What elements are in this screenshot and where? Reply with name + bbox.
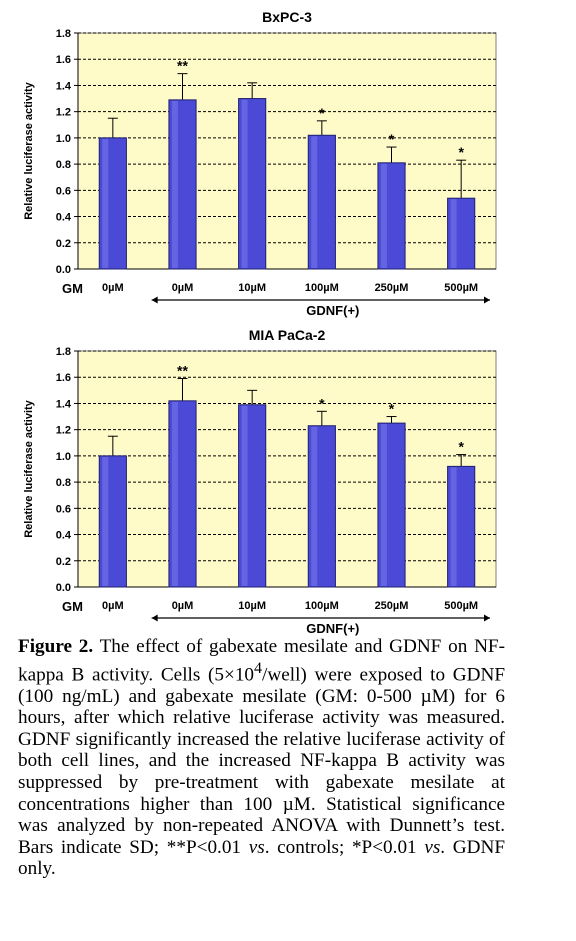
- group-label: GDNF(+): [306, 621, 359, 636]
- group-arrow-head-left: [151, 614, 158, 622]
- x-tick-label: 0µM: [172, 282, 194, 294]
- group-arrow-head-left: [151, 296, 158, 304]
- y-tick-label: 0.6: [56, 185, 71, 197]
- significance-mark: **: [177, 58, 188, 74]
- significance-mark: *: [389, 401, 395, 417]
- y-tick-label: 1.4: [56, 398, 72, 410]
- chart-bxpc3: BxPC-3 0.0 0.2 0.4 0.6 0.8 1.0 1.2 1.4 1.6 1.8 Rela…: [23, 9, 497, 318]
- x-tick-label: 100µM: [305, 600, 339, 612]
- significance-mark: *: [458, 144, 464, 160]
- group-arrow-head-right: [484, 296, 490, 304]
- y-tick-label: 1.8: [56, 28, 71, 40]
- y-tick-label: 1.2: [56, 425, 71, 437]
- x-tick-label: 0µM: [172, 600, 194, 612]
- y-tick-label: 0.8: [56, 159, 71, 171]
- caption-text-3: . controls; *P<0.01: [264, 836, 425, 858]
- y-tick-label: 1.0: [56, 451, 71, 463]
- chart-title: BxPC-3: [262, 9, 312, 25]
- caption-label: Figure 2.: [18, 636, 94, 657]
- bar-highlight: [102, 456, 109, 586]
- caption-text-2: /well) were exposed to GDNF (100 ng/mL) …: [18, 663, 505, 858]
- y-tick-label: 0.4: [56, 530, 72, 542]
- gm-row-label: GM: [62, 281, 83, 296]
- y-tick-label: 1.4: [56, 80, 72, 92]
- bar-highlight: [380, 163, 387, 268]
- significance-mark: *: [389, 131, 395, 147]
- bar-highlight: [171, 100, 178, 268]
- x-tick-label: 100µM: [305, 282, 339, 294]
- chart-mia-paca2: MIA PaCa-2 0.0 0.2 0.4 0.6 0.8 1.0 1.2 1.4 1.6 1.8…: [23, 327, 497, 636]
- y-tick-label: 1.8: [56, 346, 71, 358]
- y-tick-label: 0.2: [56, 238, 71, 250]
- chart-title: MIA PaCa-2: [249, 327, 326, 343]
- caption-vs-2: vs: [424, 836, 441, 858]
- caption-text-4: . GDNF only.: [18, 836, 506, 880]
- significance-mark: *: [319, 395, 325, 411]
- x-tick-label: 250µM: [375, 600, 409, 612]
- y-tick-label: 0.8: [56, 477, 71, 489]
- significance-mark: **: [177, 363, 188, 379]
- y-tick-label: 0.0: [56, 264, 71, 276]
- caption-vs-1: vs: [248, 836, 265, 858]
- x-tick-label: 0µM: [102, 600, 124, 612]
- plot-area: [77, 350, 497, 588]
- x-tick-label: 10µM: [238, 600, 266, 612]
- y-axis-label: Relative luciferase activity: [23, 81, 35, 219]
- x-tick-label: 10µM: [238, 282, 266, 294]
- x-tick-label: 500µM: [444, 282, 478, 294]
- x-tick-label: 500µM: [444, 600, 478, 612]
- x-tick-label: 250µM: [375, 282, 409, 294]
- figure-caption: Figure 2. The effect of gabexate mesilat…: [18, 636, 505, 880]
- group-label: GDNF(+): [306, 303, 359, 318]
- significance-mark: *: [319, 105, 325, 121]
- bar-highlight: [450, 199, 457, 268]
- bar-highlight: [380, 424, 387, 586]
- y-tick-label: 1.6: [56, 372, 71, 384]
- y-tick-label: 0.4: [56, 212, 72, 224]
- bar-highlight: [241, 405, 248, 586]
- bar-highlight: [171, 401, 178, 586]
- caption-text-1: The effect of gabexate mesilate and GDNF…: [18, 636, 505, 685]
- bar-highlight: [311, 136, 318, 268]
- plot-area: [77, 32, 497, 270]
- y-tick-label: 1.0: [56, 133, 71, 145]
- y-tick-label: 0.0: [56, 582, 71, 594]
- y-axis-label: Relative luciferase activity: [23, 399, 35, 537]
- group-arrow-head-right: [484, 614, 490, 622]
- y-tick-label: 1.6: [56, 54, 71, 66]
- significance-mark: *: [458, 439, 464, 455]
- x-tick-label: 0µM: [102, 282, 124, 294]
- caption-superscript: 4: [254, 659, 263, 677]
- y-tick-label: 1.2: [56, 107, 71, 119]
- gm-row-label: GM: [62, 599, 83, 614]
- bar-highlight: [241, 99, 248, 268]
- bar-highlight: [102, 138, 109, 268]
- bar-highlight: [311, 426, 318, 586]
- y-tick-label: 0.6: [56, 503, 71, 515]
- y-tick-label: 0.2: [56, 556, 71, 568]
- bar-highlight: [450, 467, 457, 586]
